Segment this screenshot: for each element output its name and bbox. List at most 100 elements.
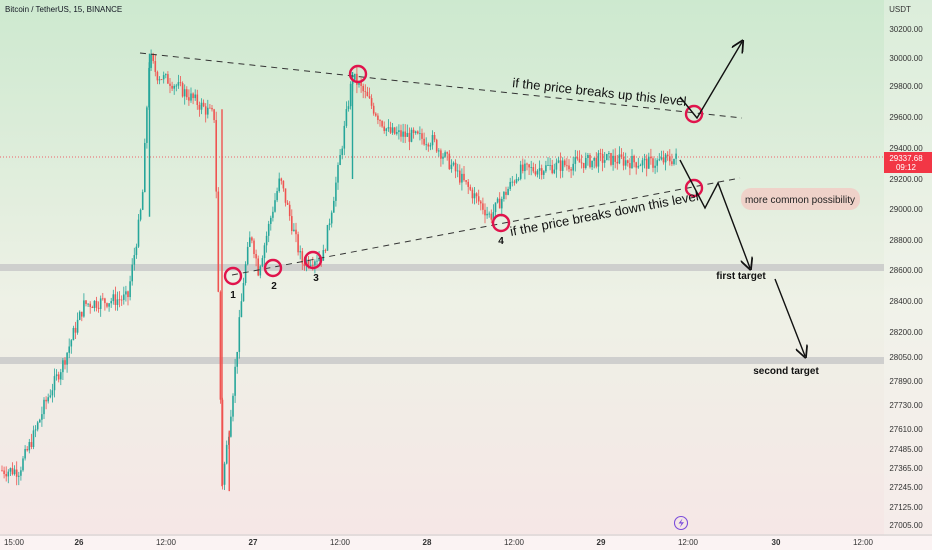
candle-body: [666, 154, 669, 157]
candle-body: [517, 178, 520, 180]
candle-body: [536, 170, 539, 175]
candle-body: [383, 126, 385, 131]
candle-body: [673, 158, 675, 165]
candle-body: [349, 83, 352, 107]
candle-body: [471, 189, 474, 199]
candle-body: [207, 107, 209, 115]
lower-support-trendline: [231, 177, 741, 276]
time-tick-label: 12:00: [156, 538, 177, 547]
candle-body: [232, 395, 234, 417]
candle-body: [425, 144, 427, 146]
candle-body: [26, 449, 28, 451]
candle-body: [595, 157, 598, 167]
candle-body: [372, 105, 375, 114]
candle-body: [410, 129, 413, 142]
candle-body: [654, 165, 656, 168]
candle-body: [414, 131, 417, 133]
candle-body: [408, 132, 411, 142]
candle-body: [175, 85, 178, 87]
candle-body: [141, 192, 144, 210]
upper-resistance-trendline: [139, 52, 743, 119]
time-tick-label: 30: [772, 538, 781, 547]
candle-body: [564, 160, 566, 166]
candle-body: [253, 240, 255, 255]
candle-body: [582, 162, 585, 169]
resistance-touch-circle: [348, 64, 368, 84]
candle-body: [648, 156, 650, 169]
candle-body: [144, 142, 146, 193]
candle-body: [496, 198, 499, 203]
candle-body: [522, 164, 524, 172]
candle-body: [606, 154, 608, 161]
candle-body: [396, 132, 398, 134]
price-tick-label: 28200.00: [889, 328, 923, 337]
first-target-label: first target: [716, 271, 766, 282]
candle-body: [278, 178, 280, 192]
candle-body: [375, 113, 377, 116]
candle-body: [446, 152, 448, 154]
candle-body: [572, 163, 574, 171]
candle-body: [49, 395, 52, 398]
candle-body: [190, 93, 192, 101]
candle-body: [131, 264, 133, 282]
candle-body: [215, 120, 217, 192]
candle-body: [3, 470, 5, 475]
price-tick-label: 30200.00: [889, 25, 923, 34]
candle-body: [230, 416, 232, 437]
time-tick-label: 27: [249, 538, 258, 547]
candle-body: [393, 127, 396, 134]
candle-body: [440, 150, 442, 159]
candle-body: [431, 134, 434, 146]
candle-body: [1, 470, 3, 472]
candle-body: [5, 474, 7, 477]
candle-body: [286, 202, 289, 205]
time-axis[interactable]: [0, 536, 932, 550]
candle-body: [656, 160, 658, 166]
candle-body: [545, 165, 547, 172]
candle-body: [387, 127, 390, 129]
candle-body: [444, 152, 446, 157]
candle-body: [74, 327, 77, 333]
candle-body: [467, 181, 469, 187]
candle-body: [601, 153, 604, 163]
candle-body: [400, 130, 402, 137]
candle-body: [419, 133, 421, 135]
touch-label-2: 2: [271, 281, 277, 292]
candle-body: [62, 360, 64, 373]
candle-body: [312, 264, 314, 266]
candle-body: [486, 213, 488, 216]
candle-body: [509, 181, 511, 189]
candle-body: [204, 106, 207, 115]
candle-body: [339, 155, 341, 165]
candle-body: [104, 298, 106, 304]
candle-body: [160, 79, 163, 81]
candle-body: [110, 301, 112, 304]
candle-body: [459, 170, 461, 183]
candle-body: [557, 160, 560, 163]
candle-body: [57, 374, 60, 380]
candle-body: [53, 376, 56, 391]
lightning-icon[interactable]: [673, 515, 689, 531]
candle-body: [417, 131, 419, 134]
candle-body: [242, 283, 245, 302]
candle-body: [368, 96, 371, 99]
candle-body: [186, 89, 188, 98]
candle-body: [154, 61, 157, 72]
candle-body: [106, 303, 108, 307]
time-tick-label: 26: [75, 538, 84, 547]
candle-body: [85, 300, 87, 304]
candle-body: [135, 246, 138, 256]
candle-body: [179, 82, 182, 84]
price-tick-label: 27245.00: [889, 483, 923, 492]
candle-body: [463, 173, 465, 181]
second-target-arrow: [774, 278, 805, 356]
touch-label-4: 4: [498, 236, 504, 247]
candle-body: [165, 74, 167, 76]
possibility-badge: [741, 188, 860, 210]
candle-body: [631, 155, 633, 169]
candle-body: [540, 168, 543, 175]
price-axis[interactable]: [884, 0, 932, 535]
candle-body: [526, 163, 528, 165]
